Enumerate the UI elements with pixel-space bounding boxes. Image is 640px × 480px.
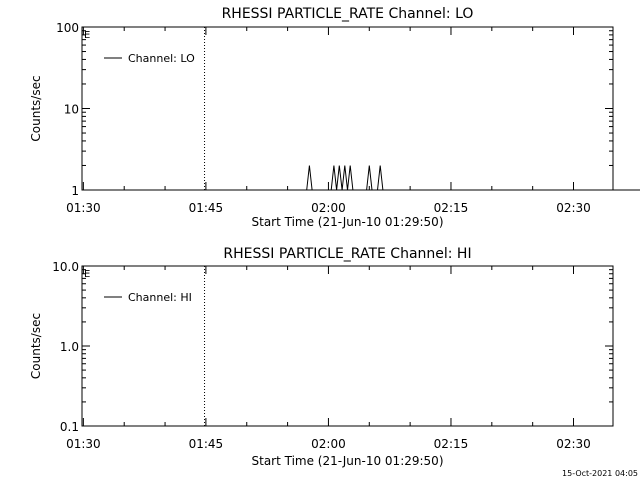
y-tick-label: 1 [71,184,79,198]
x-tick-label: 01:45 [189,437,224,451]
x-tick-label: 01:45 [189,201,224,215]
y-axis-label: Counts/sec [29,75,43,141]
legend-label: Channel: LO [128,52,195,65]
x-tick-label: 02:30 [556,437,591,451]
x-tick-label: 01:30 [66,201,101,215]
x-tick-label: 02:30 [556,201,591,215]
chart-panel-1: RHESSI PARTICLE_RATE Channel: LO 01:30 01:… [29,6,640,229]
footer-timestamp: 15-Oct-2021 04:05 [562,469,638,478]
y-axis-label: Counts/sec [29,313,43,379]
chart-panel-2: RHESSI PARTICLE_RATE Channel: HI 01:30 01:… [29,246,614,468]
x-axis-label: Start Time (21-Jun-10 01:29:50) [252,454,444,468]
marker-label: E [84,269,90,280]
y-tick-label: 0.1 [60,420,79,434]
legend-label: Channel: HI [128,291,192,304]
y-tick-label: 10.0 [52,260,79,274]
plot-frame [81,265,614,427]
x-axis-label: Start Time (21-Jun-10 01:29:50) [252,215,444,229]
y-tick-label: 10 [64,103,79,117]
x-tick-label: 02:00 [311,201,346,215]
x-tick-label: 02:00 [311,437,346,451]
chart-title: RHESSI PARTICLE_RATE Channel: HI [223,246,471,262]
chart-title: RHESSI PARTICLE_RATE Channel: LO [222,6,474,22]
y-tick-label: 100 [56,21,79,35]
x-tick-label: 02:15 [434,201,469,215]
y-tick-label: 1.0 [60,340,79,354]
marker-label: E [84,30,90,41]
series-line [306,165,640,191]
x-tick-label: 02:15 [434,437,469,451]
x-tick-label: 01:30 [66,437,101,451]
